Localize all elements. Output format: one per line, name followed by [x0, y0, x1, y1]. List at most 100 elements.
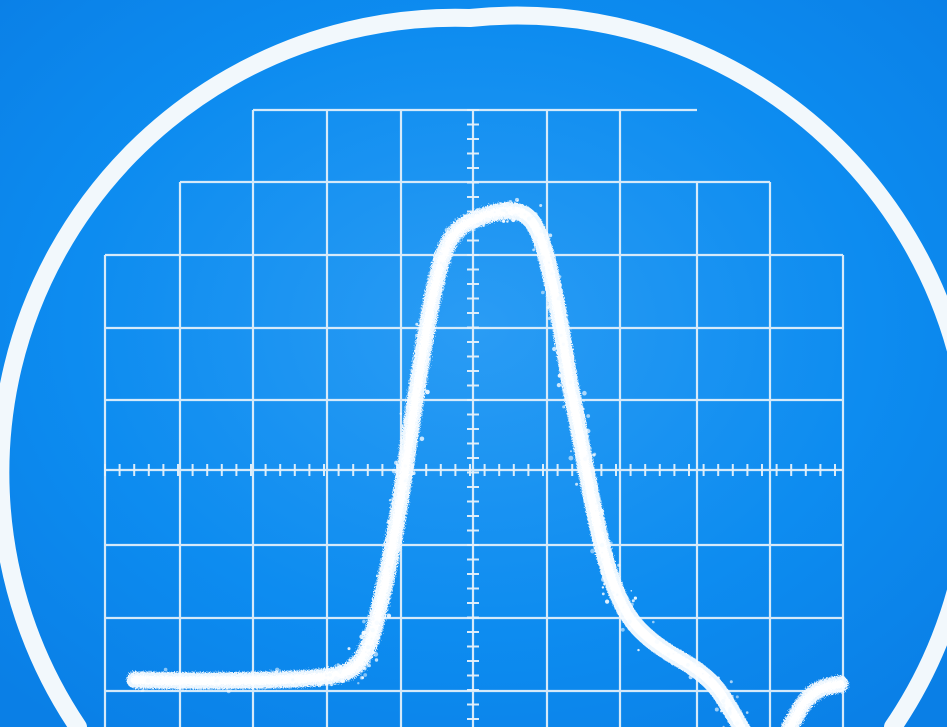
- speckle-dot: [505, 211, 508, 214]
- speckle-dot: [511, 216, 514, 219]
- speckle-dot: [324, 678, 328, 683]
- speckle-dot: [564, 318, 567, 321]
- speckle-dot: [374, 635, 379, 640]
- speckle-dot: [500, 208, 504, 212]
- speckle-dot: [701, 672, 704, 675]
- speckle-dot: [548, 261, 551, 264]
- speckle-dot: [602, 583, 605, 586]
- speckle-dot: [434, 309, 438, 312]
- speckle-dot: [672, 652, 675, 655]
- speckle-dot: [552, 346, 557, 352]
- speckle-dot: [244, 685, 247, 688]
- speckle-dot: [370, 645, 376, 650]
- speckle-dot: [444, 227, 450, 233]
- speckle-dot: [396, 488, 400, 493]
- speckle-dot: [511, 217, 516, 223]
- speckle-dot: [559, 333, 563, 337]
- speckle-dot: [558, 275, 562, 278]
- speckle-dot: [441, 262, 447, 267]
- speckle-dot: [373, 639, 377, 644]
- speckle-dot: [376, 607, 378, 609]
- speckle-dot: [720, 710, 723, 713]
- speckle-dot: [291, 678, 295, 682]
- speckle-dot: [347, 647, 351, 651]
- speckle-dot: [145, 678, 151, 684]
- speckle-dot: [363, 673, 368, 677]
- speckle-dot: [505, 204, 510, 208]
- speckle-dot: [511, 206, 515, 210]
- speckle-dot: [493, 211, 496, 214]
- speckle-dot: [514, 213, 517, 217]
- speckle-dot: [617, 563, 621, 567]
- speckle-dot: [517, 212, 520, 215]
- speckle-dot: [723, 696, 727, 700]
- speckle-dot: [419, 436, 425, 442]
- speckle-dot: [539, 204, 543, 207]
- speckle-dot: [441, 243, 446, 248]
- crt-bezel-ring: [0, 6, 947, 727]
- speckle-dot: [728, 707, 732, 711]
- speckle-dot: [605, 599, 610, 604]
- speckle-dot: [281, 678, 283, 681]
- speckle-dot: [584, 494, 587, 497]
- speckle-dot: [159, 678, 162, 680]
- speckle-dot: [582, 390, 587, 396]
- speckle-dot: [548, 246, 553, 251]
- speckle-dot: [396, 546, 400, 549]
- speckle-dot: [620, 627, 625, 632]
- speckle-dot: [745, 711, 749, 714]
- speckle-dot: [482, 223, 486, 227]
- speckle-dot: [546, 306, 550, 309]
- speckle-dot: [600, 565, 604, 569]
- speckle-dot: [550, 272, 554, 276]
- speckle-dot: [601, 592, 605, 596]
- speckle-dot: [415, 333, 419, 338]
- speckle-dot: [502, 208, 506, 212]
- speckle-dot: [343, 666, 346, 669]
- speckle-dot: [628, 626, 632, 630]
- speckle-dot: [362, 619, 366, 624]
- speckle-dot: [627, 619, 632, 624]
- speckle-dot: [412, 471, 416, 476]
- speckle-dot: [372, 603, 375, 606]
- speckle-dot: [226, 689, 231, 694]
- speckle-dot: [609, 541, 613, 545]
- speckle-dot: [493, 215, 499, 221]
- speckle-dot: [698, 679, 701, 682]
- speckle-dot: [502, 202, 507, 207]
- speckle-dot: [586, 429, 591, 434]
- speckle-dot: [439, 261, 442, 264]
- speckle-dot: [367, 664, 371, 668]
- speckle-dot: [433, 257, 436, 260]
- speckle-dot: [586, 454, 590, 458]
- speckle-dot: [358, 667, 363, 672]
- speckle-dot: [348, 658, 351, 662]
- speckle-dot: [583, 400, 585, 402]
- speckle-dot: [470, 213, 475, 218]
- speckle-dot: [568, 380, 573, 385]
- speckle-dot: [215, 678, 220, 683]
- speckle-dot: [317, 684, 322, 688]
- speckle-dot: [727, 711, 732, 716]
- speckle-dot: [600, 509, 605, 514]
- speckle-dot: [407, 392, 413, 398]
- speckle-dot: [590, 548, 595, 554]
- speckle-dot: [561, 342, 566, 346]
- speckle-dot: [375, 574, 379, 578]
- speckle-dot: [599, 524, 604, 529]
- speckle-dot: [600, 571, 605, 576]
- speckle-dot: [562, 405, 566, 409]
- speckle-dot: [594, 510, 597, 512]
- speckle-dot: [693, 662, 696, 666]
- speckle-dot: [325, 674, 328, 677]
- speckle-dot: [547, 316, 552, 321]
- speckle-dot: [333, 676, 339, 681]
- speckle-dot: [394, 496, 399, 501]
- speckle-dot: [595, 502, 597, 505]
- speckle-dot: [568, 455, 574, 461]
- speckle-dot: [714, 707, 719, 712]
- speckle-dot: [337, 668, 343, 674]
- speckle-dot: [452, 225, 456, 230]
- speckle-dot: [163, 667, 168, 672]
- waveform-trace: [126, 202, 849, 727]
